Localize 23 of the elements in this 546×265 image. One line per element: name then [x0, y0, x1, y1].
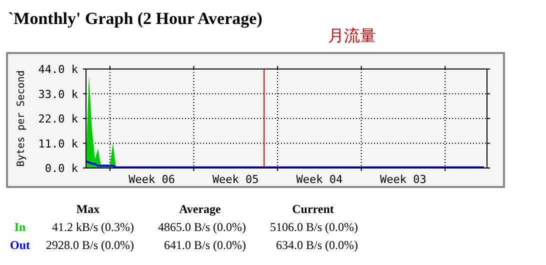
- text: Max: [76, 202, 100, 216]
- chart-subtitle: 月流量: [328, 27, 376, 45]
- y-tick-label: 33.0 k: [38, 88, 78, 101]
- text: In: [14, 220, 26, 234]
- text: Out: [10, 238, 30, 252]
- text: 4865.0 B/s (0.0%): [158, 220, 246, 234]
- text: 41.2 kB/s (0.3%): [52, 220, 134, 234]
- y-axis-title: Bytes per Second: [16, 70, 27, 167]
- text: 634.0 B/s (0.0%): [276, 238, 358, 252]
- x-tick-label: Week 03: [380, 173, 426, 186]
- x-tick-label: Week 06: [128, 173, 176, 186]
- x-tick-label: Week 04: [296, 173, 343, 186]
- y-tick-label: 11.0 k: [38, 137, 78, 150]
- y-tick-label: 0.0 k: [44, 162, 78, 175]
- text: 5106.0 B/s (0.0%): [270, 220, 358, 234]
- text: Average: [179, 202, 222, 216]
- y-tick-label: 44.0 k: [38, 63, 78, 76]
- text: Current: [292, 202, 334, 216]
- y-tick-label: 22.0 k: [38, 112, 78, 126]
- x-tick-label: Week 05: [212, 173, 259, 186]
- text: 641.0 B/s (0.0%): [164, 238, 246, 252]
- chart-title: `Monthly' Graph (2 Hour Average): [8, 9, 262, 28]
- text: 2928.0 B/s (0.0%): [46, 238, 134, 252]
